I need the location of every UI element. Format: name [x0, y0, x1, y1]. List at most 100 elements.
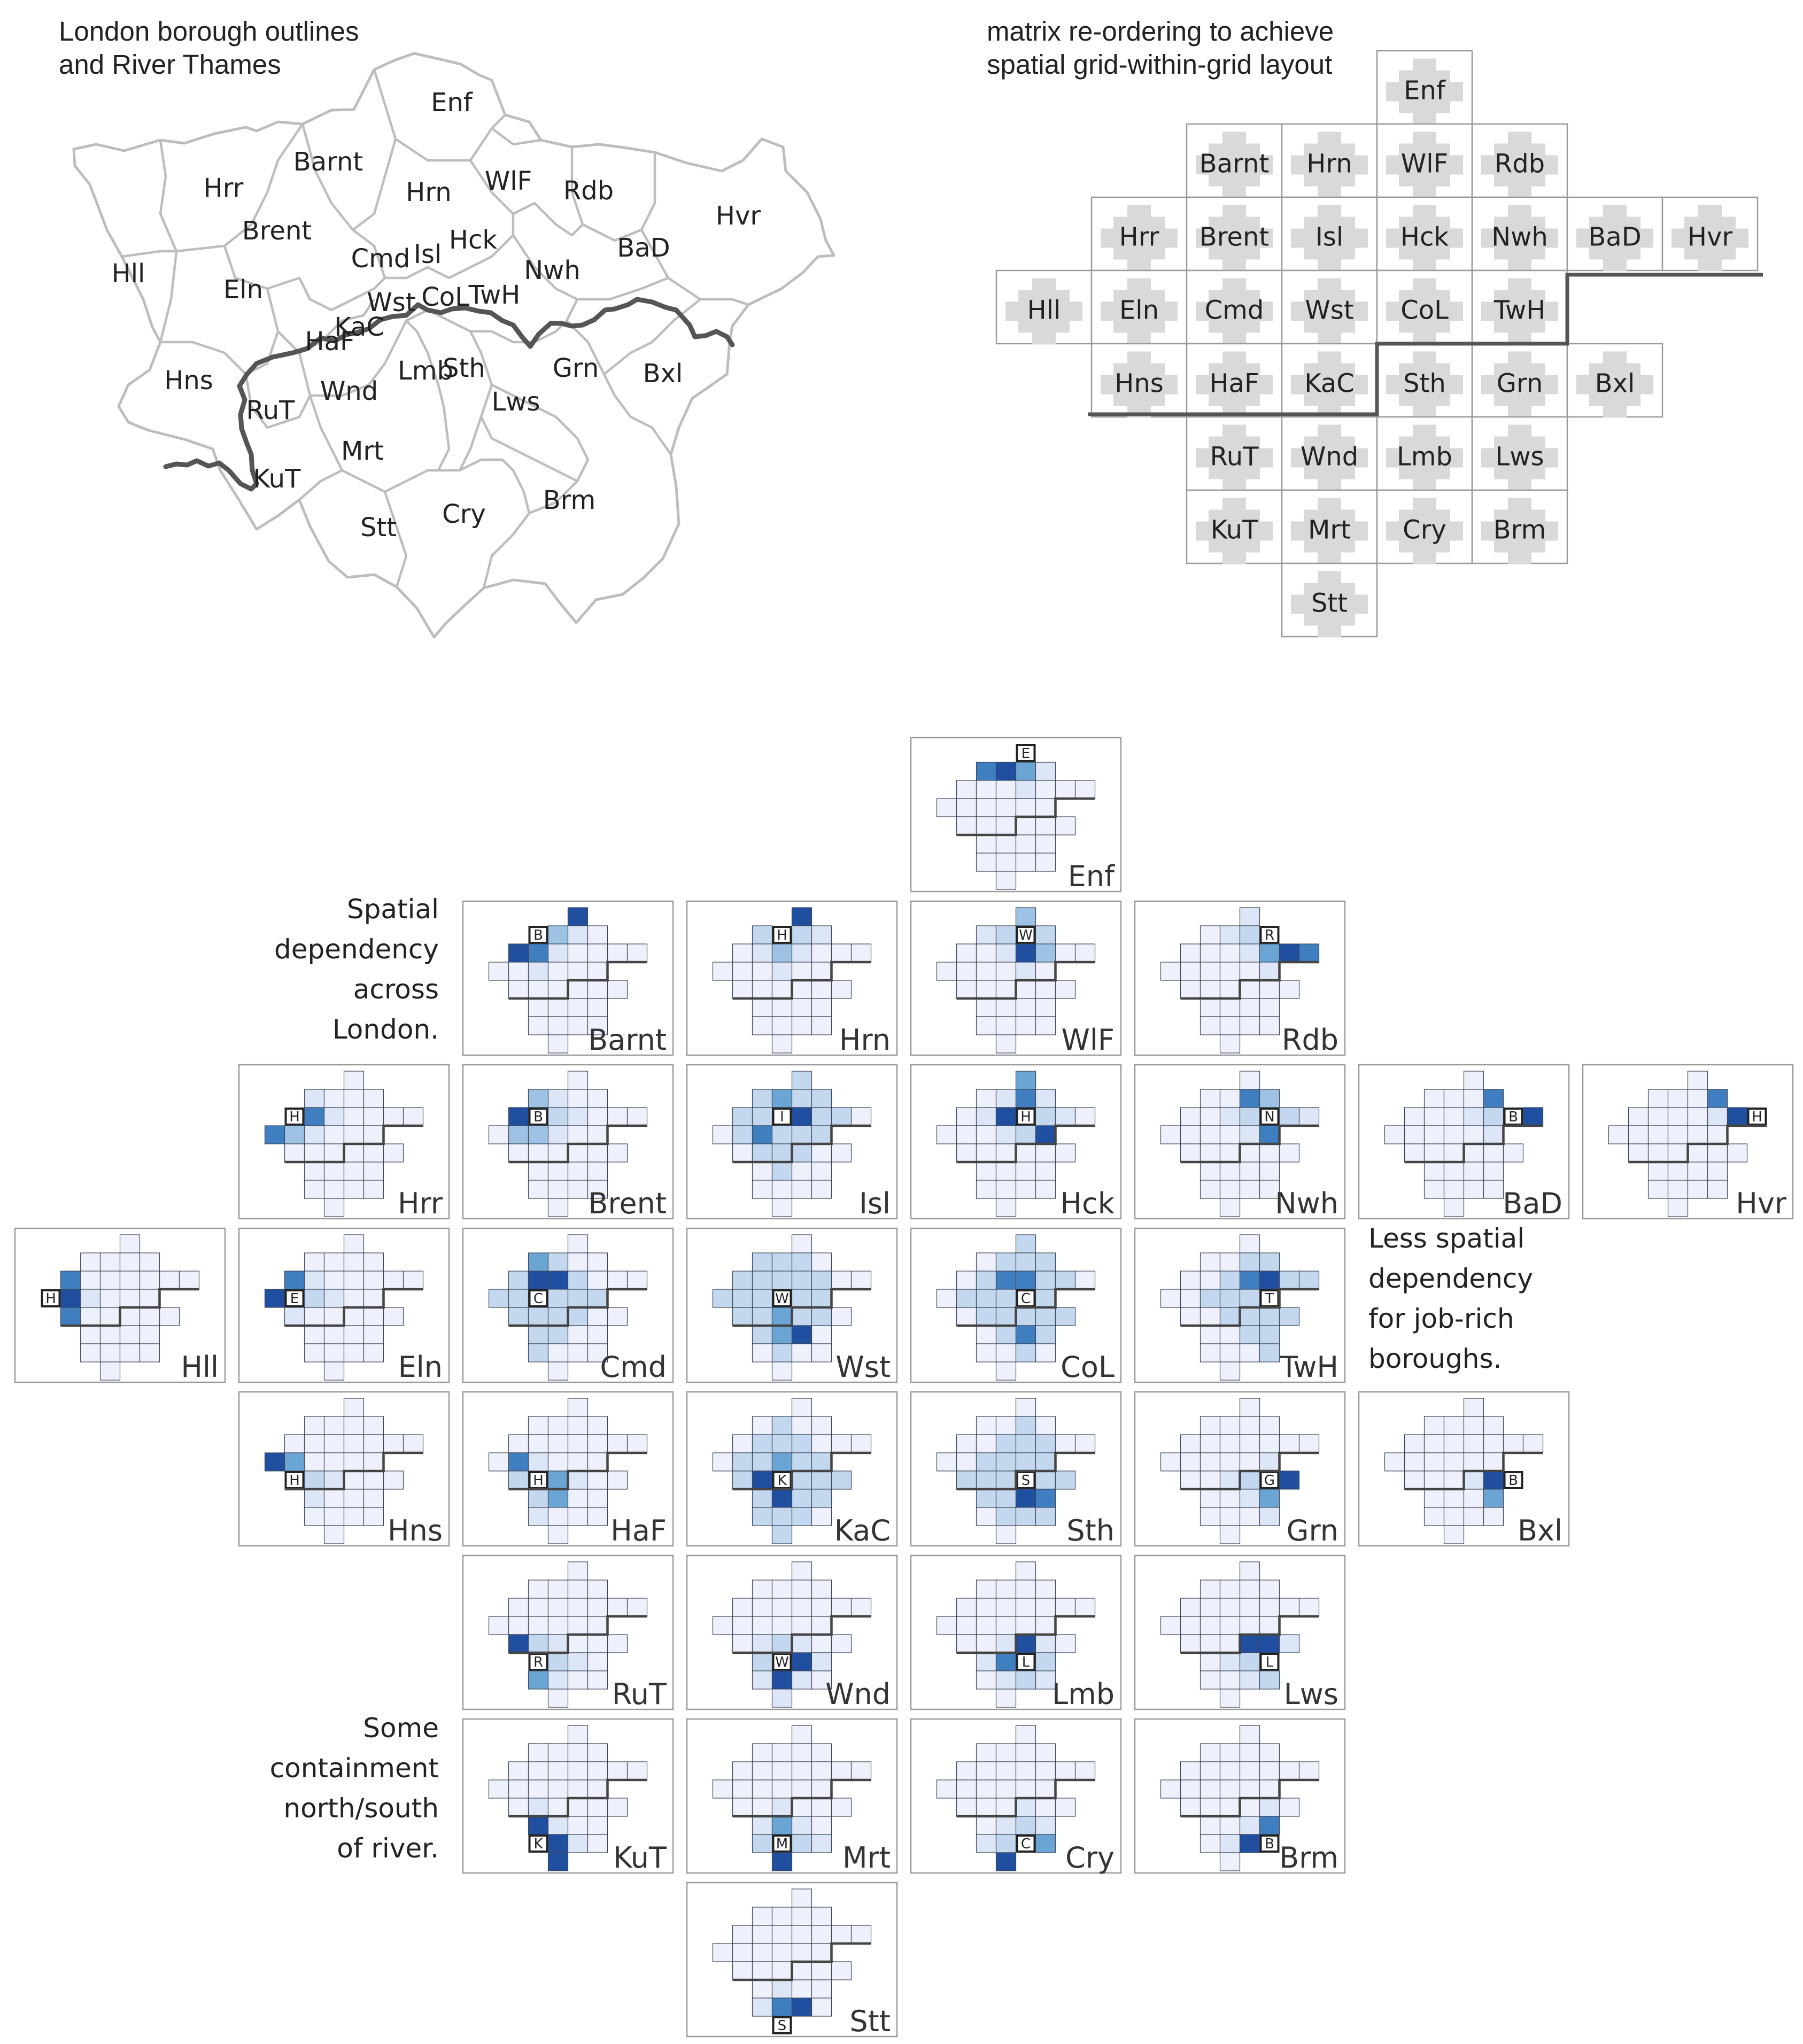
od-cell-col [791, 1125, 812, 1144]
od-cell-cry [791, 1997, 812, 2017]
od-cell-wst [771, 1616, 793, 1635]
od-cell-bad [831, 1598, 852, 1617]
od-cell-twh [1035, 798, 1056, 817]
small-multiple-label: Bxl [1518, 1514, 1562, 1547]
small-multiple-label: Lws [1284, 1677, 1338, 1711]
small-multiple-label: RuT [612, 1677, 667, 1711]
od-cell-haf [1200, 1634, 1221, 1653]
od-cell-brm [811, 1834, 832, 1853]
od-cell-barnt [752, 1907, 773, 1926]
od-cell-wst [1667, 1125, 1689, 1144]
od-cell-nwh [811, 1434, 832, 1453]
small-multiple-label: Wnd [825, 1677, 891, 1711]
mini-river-line [1180, 1124, 1319, 1164]
od-cell-lws [139, 1325, 160, 1344]
od-cell-wst [995, 1452, 1017, 1472]
od-cell-wlf [119, 1252, 141, 1272]
od-cell-hns [1180, 1470, 1201, 1490]
focus-cell [772, 2016, 792, 2034]
od-cell-kac [547, 1634, 569, 1653]
od-cell-brm [587, 1180, 608, 1199]
focus-cell [528, 1289, 548, 1307]
mini-river-line [956, 961, 1095, 1000]
od-cell-isl [547, 1107, 569, 1126]
od-cell-col [791, 1452, 812, 1472]
od-cell-cmd [528, 1452, 549, 1472]
grid-cell-cmd: Cmd [1186, 269, 1283, 345]
small-multiple-label: HaF [610, 1514, 667, 1547]
od-cell-wlf [567, 1089, 589, 1108]
od-cell-wlf [343, 1416, 365, 1435]
od-cell-wlf [343, 1089, 365, 1108]
od-cell-wst [547, 1125, 569, 1144]
od-cell-bad [607, 1434, 628, 1453]
od-cell-kut [80, 1343, 101, 1362]
od-cell-sth [1015, 1307, 1036, 1326]
od-cell-twh [1035, 962, 1056, 981]
od-cell-haf [752, 980, 773, 999]
od-cell-hck [791, 943, 812, 963]
od-cell-mrt [547, 1834, 569, 1853]
od-cell-col [1239, 1452, 1260, 1472]
od-cell-hrr [508, 1598, 529, 1617]
od-cell-hll [712, 1779, 733, 1799]
od-cell-barnt [1423, 1089, 1445, 1108]
od-cell-wnd [547, 1816, 569, 1835]
small-multiple-label: Hck [1060, 1187, 1115, 1220]
od-cell-cmd [1200, 1779, 1221, 1799]
od-cell-hll [1160, 962, 1181, 981]
mini-river-line [284, 1124, 423, 1164]
od-cell-kac [771, 1307, 793, 1326]
od-cell-eln [956, 1125, 977, 1144]
od-cell-stt [771, 1034, 793, 1054]
od-cell-barnt [1200, 1252, 1221, 1272]
borough-boundary [298, 469, 438, 501]
od-cell-enf [791, 1234, 812, 1253]
od-cell-hns [508, 1143, 529, 1163]
od-cell-hvr [1298, 943, 1320, 963]
od-cell-col [791, 1779, 812, 1799]
small-multiple-isl: I Isl [686, 1064, 898, 1220]
od-cell-grn [587, 1143, 608, 1163]
grid-cell-nwh: Nwh [1471, 196, 1568, 272]
od-cell-hvr [850, 1598, 872, 1617]
od-cell-rut [528, 1489, 549, 1508]
focus-marker: K [777, 1473, 787, 1489]
od-cell-lws [1035, 998, 1056, 1017]
od-cell-kac [771, 1961, 793, 1980]
od-cell-enf [343, 1071, 365, 1090]
od-cell-twh [1035, 1779, 1056, 1799]
od-cell-nwh [1483, 1434, 1504, 1453]
od-cell-kac [99, 1307, 121, 1326]
od-cell-mrt [1219, 1343, 1241, 1362]
od-cell-hrn [995, 1743, 1017, 1762]
od-cell-kac [1219, 1798, 1241, 1817]
od-cell-haf [1200, 1307, 1221, 1326]
od-cell-lws [811, 1979, 832, 1999]
od-cell-bxl [1279, 980, 1300, 999]
od-cell-wlf [791, 1580, 812, 1599]
od-cell-hns [732, 1634, 753, 1653]
od-cell-cmd [1647, 1125, 1669, 1144]
od-cell-wnd [771, 1816, 793, 1835]
od-cell-enf [1239, 1398, 1260, 1417]
od-cell-rdb [1035, 1743, 1056, 1762]
od-cell-cmd [304, 1452, 325, 1472]
od-cell-hll [488, 1452, 509, 1472]
od-cell-hns [1404, 1470, 1425, 1490]
od-cell-hns [956, 1634, 977, 1653]
od-cell-hrr [1180, 1598, 1201, 1617]
od-cell-wst [1219, 1125, 1241, 1144]
od-cell-hrr [1180, 1761, 1201, 1780]
od-cell-cry [1239, 1180, 1260, 1199]
od-cell-hrr [1404, 1107, 1425, 1126]
od-cell-hck [1239, 1434, 1260, 1453]
od-cell-cry [1015, 1343, 1036, 1362]
small-multiple-wlf: W WlF [910, 900, 1122, 1057]
grid-cell-silhouette [1481, 131, 1558, 198]
od-cell-twh [811, 1943, 832, 1962]
od-cell-hck [119, 1271, 141, 1290]
focus-marker: B [1508, 1109, 1518, 1125]
grid-cell-col: CoL [1376, 269, 1473, 345]
od-cell-bxl [1055, 1798, 1076, 1817]
